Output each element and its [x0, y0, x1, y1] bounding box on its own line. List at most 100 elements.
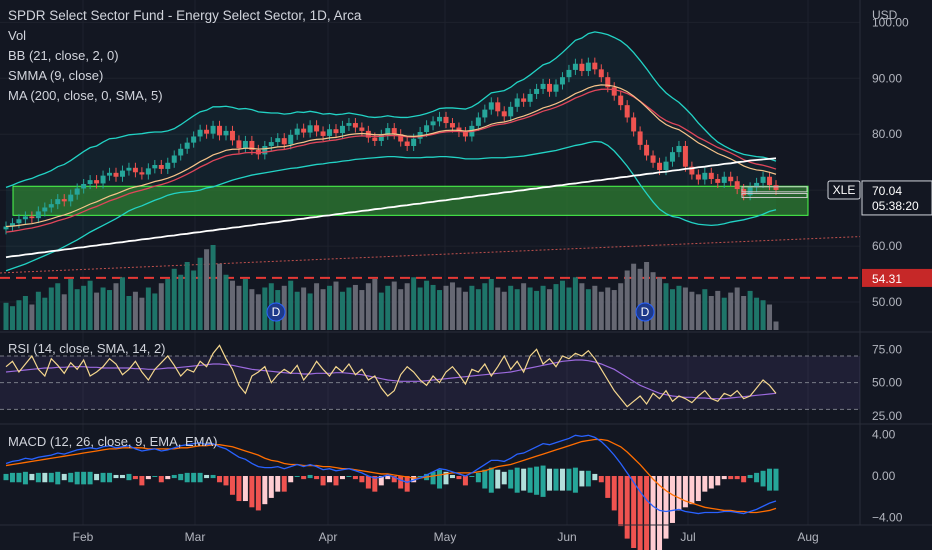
- trend-line-dotted: [0, 236, 861, 274]
- candle-body: [430, 121, 436, 126]
- macd-histogram-bar: [107, 472, 113, 483]
- macd-histogram-bar: [61, 473, 67, 481]
- volume-bar: [624, 270, 630, 330]
- volume-bar: [669, 289, 675, 330]
- candle-body: [268, 142, 274, 146]
- candle-body: [449, 123, 455, 128]
- candle-body: [210, 125, 216, 134]
- candle-body: [178, 148, 184, 156]
- candle-body: [534, 88, 540, 94]
- macd-pane[interactable]: [3, 434, 779, 550]
- rsi-legend[interactable]: RSI (14, close, SMA, 14, 2): [8, 341, 166, 356]
- volume-bar: [145, 287, 151, 330]
- price-pane[interactable]: [0, 31, 861, 279]
- volume-bar: [650, 272, 656, 330]
- volume-bar: [29, 304, 35, 330]
- price-axis[interactable]: USD100.0090.0080.0070.0060.0050.0075.005…: [827, 8, 932, 525]
- macd-histogram-bar: [171, 474, 177, 479]
- symbol-title[interactable]: SPDR Select Sector Fund - Energy Select …: [8, 8, 362, 23]
- macd-histogram-bar: [689, 476, 695, 505]
- volume-bar: [534, 290, 540, 330]
- time-tick: Jun: [557, 530, 576, 544]
- candle-body: [35, 211, 41, 219]
- candle-body: [281, 138, 287, 145]
- volume-bar: [702, 289, 708, 330]
- macd-histogram-bar: [339, 476, 345, 480]
- macd-histogram-bar: [611, 476, 617, 511]
- candle-body: [754, 182, 760, 188]
- candle-body: [773, 185, 779, 190]
- candle-body: [437, 116, 443, 122]
- vol-legend[interactable]: Vol: [8, 28, 27, 43]
- volume-bar: [547, 289, 553, 330]
- macd-histogram-bar: [288, 476, 294, 483]
- macd-histogram-bar: [184, 472, 190, 483]
- macd-histogram-bar: [721, 476, 727, 480]
- candle-body: [676, 145, 682, 153]
- macd-histogram-bar: [475, 472, 481, 483]
- macd-histogram-bar: [637, 476, 643, 550]
- macd-legend[interactable]: MACD (12, 26, close, 9, EMA, EMA): [8, 434, 218, 449]
- price-tick: 80.00: [872, 127, 902, 141]
- price-tag-box: [861, 180, 932, 216]
- bb-legend[interactable]: BB (21, close, 2, 0): [8, 48, 119, 63]
- macd-histogram-bar: [365, 476, 371, 489]
- rsi-pane[interactable]: [0, 344, 860, 410]
- volume-bar: [559, 280, 565, 330]
- volume-bar: [566, 287, 572, 330]
- candle-body: [152, 165, 158, 169]
- macd-histogram-bar: [327, 476, 333, 483]
- candle-body: [320, 131, 326, 136]
- time-axis[interactable]: Feb Mar Apr May Jun Jul Aug: [0, 524, 932, 544]
- macd-histogram-bar: [708, 476, 714, 489]
- volume-bar: [171, 268, 177, 330]
- candle-body: [540, 83, 546, 89]
- candle-body: [68, 194, 74, 202]
- macd-histogram-bar: [385, 476, 391, 480]
- macd-histogram-bar: [411, 476, 417, 483]
- macd-tick: −4.00: [872, 511, 903, 525]
- symbol-tag-text: XLE: [833, 183, 856, 197]
- volume-bar: [288, 280, 294, 330]
- macd-histogram-bar: [760, 470, 766, 487]
- macd-tick: 4.00: [872, 427, 896, 441]
- time-tick: Mar: [185, 530, 206, 544]
- volume-bar: [333, 281, 339, 330]
- macd-histogram-bar: [449, 474, 455, 479]
- candle-body: [204, 129, 210, 134]
- volume-bar: [618, 283, 624, 330]
- smma-legend[interactable]: SMMA (9, close): [8, 68, 104, 83]
- macd-histogram-bar: [585, 470, 591, 487]
- volume-bar: [579, 283, 585, 330]
- candle-body: [579, 63, 585, 72]
- candle-body: [372, 137, 378, 141]
- volume-bar: [611, 290, 617, 330]
- macd-histogram-bar: [48, 472, 54, 483]
- volume-bar: [682, 287, 688, 330]
- volume-bar: [734, 287, 740, 330]
- volume-bar: [521, 283, 527, 330]
- volume-bar: [553, 284, 559, 330]
- macd-histogram-bar: [669, 476, 675, 523]
- symbol-tag-box: [827, 180, 861, 200]
- volume-bar: [94, 292, 100, 330]
- volume-bar: [352, 284, 358, 330]
- bollinger-band-fill: [6, 31, 776, 271]
- volume-bar: [81, 285, 87, 330]
- macd-histogram-bar: [553, 468, 559, 491]
- volume-bar: [204, 249, 210, 330]
- candle-body: [87, 180, 93, 185]
- candle-body: [547, 83, 553, 92]
- macd-histogram-bar: [9, 472, 15, 483]
- candle-body: [158, 165, 164, 169]
- macd-histogram-bar: [100, 472, 106, 483]
- candle-body: [650, 155, 656, 163]
- macd-histogram-bar: [605, 476, 611, 498]
- ma-legend[interactable]: MA (200, close, 0, SMA, 5): [8, 88, 163, 103]
- macd-histogram-bar: [3, 473, 9, 481]
- volume-bar: [695, 294, 701, 330]
- volume-bar: [747, 290, 753, 330]
- candle-body: [301, 128, 307, 133]
- volume-bar: [61, 294, 67, 330]
